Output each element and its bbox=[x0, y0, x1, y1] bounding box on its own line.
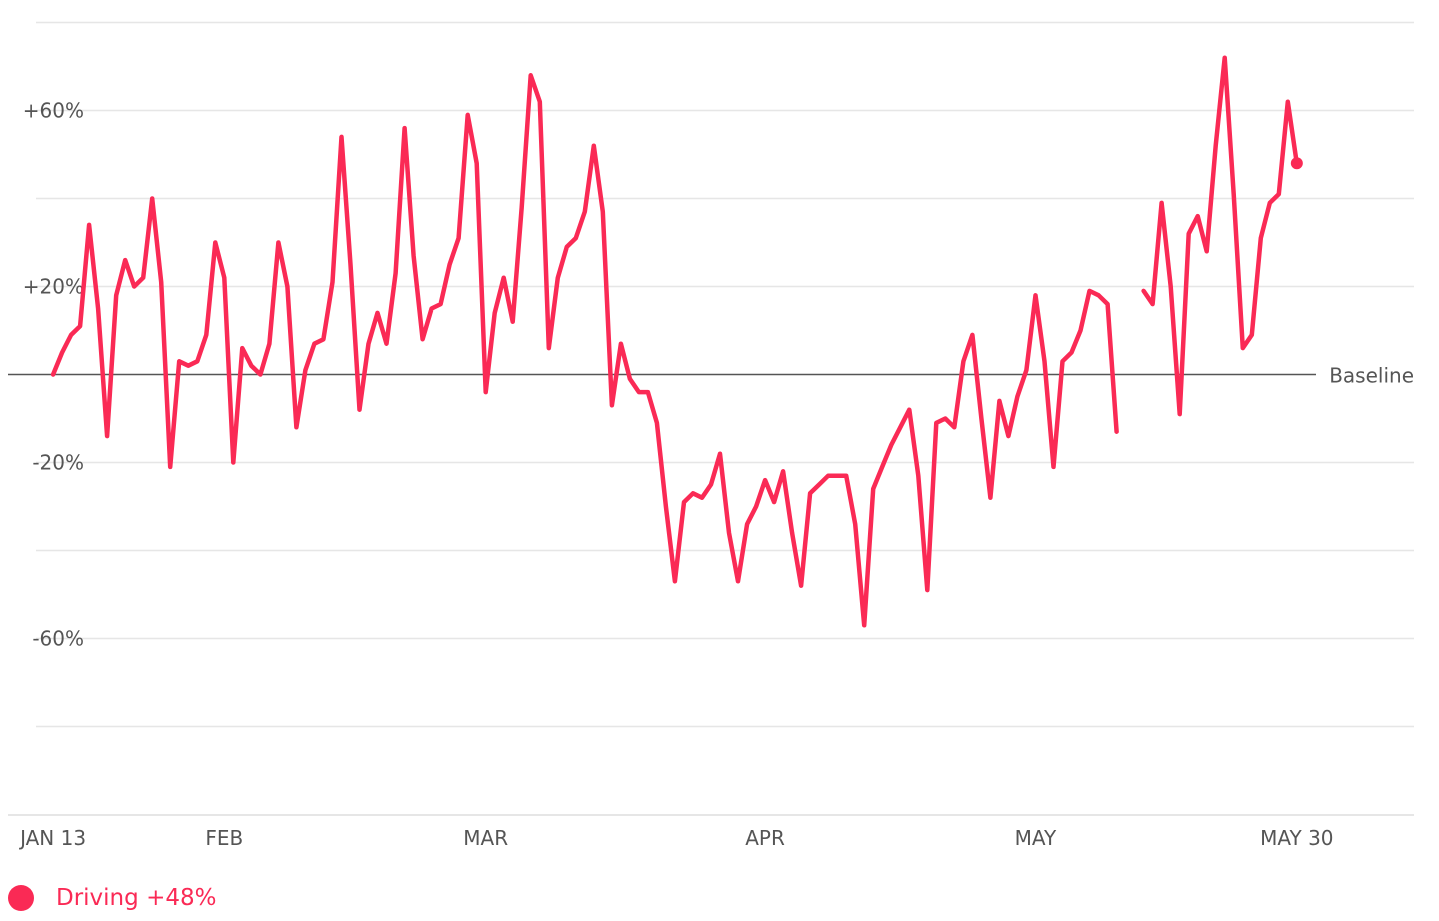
x-tick-label: MAR bbox=[463, 826, 508, 850]
y-tick-label: +60% bbox=[23, 99, 84, 123]
legend: Driving +48% bbox=[8, 880, 216, 916]
y-tick-label: -20% bbox=[32, 451, 84, 475]
y-axis-ticks: +60% +20% -20% -60% bbox=[23, 99, 84, 651]
x-tick-label: JAN 13 bbox=[18, 826, 86, 850]
gridlines bbox=[36, 21, 1414, 728]
y-tick-label: -60% bbox=[32, 627, 84, 651]
legend-series-value: +48% bbox=[146, 885, 217, 911]
baseline-label: Baseline bbox=[1329, 364, 1414, 388]
x-tick-label: FEB bbox=[205, 826, 243, 850]
x-tick-label: APR bbox=[745, 826, 785, 850]
chart: Baseline +60% +20% -20% -60% JAN 13 FEB MAR AP… bbox=[8, 21, 1414, 850]
legend-series-name: Driving bbox=[56, 885, 139, 911]
y-tick-label: +20% bbox=[23, 275, 84, 299]
legend-label-driving: Driving +48% bbox=[56, 885, 216, 911]
series-line-driving bbox=[50, 73, 1119, 628]
series-driving bbox=[50, 55, 1303, 628]
series-end-point bbox=[1290, 157, 1303, 170]
x-tick-label: MAY 30 bbox=[1260, 826, 1333, 850]
x-tick-label: MAY bbox=[1015, 826, 1057, 850]
series-line-driving bbox=[1141, 55, 1300, 417]
x-axis-ticks: JAN 13 FEB MAR APR MAY MAY 30 bbox=[18, 826, 1333, 850]
legend-dot-driving bbox=[8, 885, 34, 911]
